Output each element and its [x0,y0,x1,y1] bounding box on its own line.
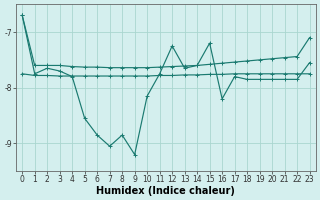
X-axis label: Humidex (Indice chaleur): Humidex (Indice chaleur) [96,186,235,196]
